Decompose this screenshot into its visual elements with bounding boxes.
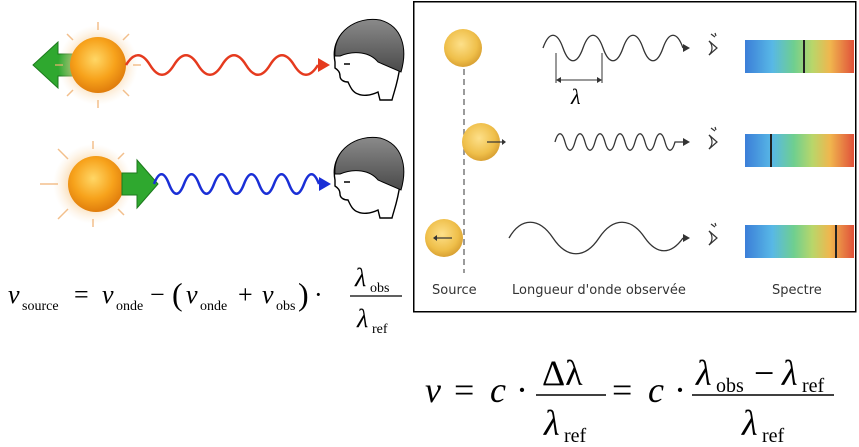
formula-var: v <box>262 280 274 309</box>
lambda-label: λ <box>570 84 581 109</box>
spectrum-bar <box>745 40 854 73</box>
eye-icon <box>708 222 718 246</box>
blueshift-wave <box>152 173 321 195</box>
formula-var: λ <box>695 353 712 393</box>
formula-var: v <box>102 280 114 309</box>
observer-head-icon <box>333 18 405 101</box>
approaching-scene <box>40 136 405 227</box>
formula-var: λ <box>741 403 758 443</box>
redshift-wave-arrowhead <box>318 58 330 72</box>
wave-stretched <box>508 221 684 255</box>
formula-var: λ <box>543 403 560 443</box>
sun-icon <box>40 141 133 227</box>
formula-op: = <box>454 370 474 410</box>
formula-main: v = c · Δλ λ ref = c · λ obs − λ ref λ r… <box>425 353 834 447</box>
formula-op: = <box>74 280 89 309</box>
formula-paren: ( <box>172 276 183 312</box>
formula-paren: ) <box>298 276 309 312</box>
formula-sub: obs <box>370 281 389 296</box>
source-ball <box>444 29 482 67</box>
formula-var: λ <box>354 263 366 292</box>
wave-reference <box>542 34 684 62</box>
formula-op: · <box>516 370 528 410</box>
formula-op: − <box>150 280 165 309</box>
formula-source: v source = v onde − ( v onde + v obs ) ·… <box>8 263 402 337</box>
formula-var: λ <box>356 304 368 333</box>
formula-sub: ref <box>762 425 785 447</box>
spectrum-bar <box>745 225 854 258</box>
formula-sub: ref <box>564 425 587 447</box>
formula-sub: source <box>22 299 59 314</box>
row-approaching <box>462 123 854 167</box>
formula-var: c <box>648 370 664 410</box>
formula-sub: onde <box>200 299 227 314</box>
receding-scene <box>32 18 405 108</box>
formula-sub: obs <box>276 299 295 314</box>
eye-icon <box>708 126 718 150</box>
formula-var: v <box>186 280 198 309</box>
spectrum-bar <box>745 134 854 167</box>
blueshift-wave-arrowhead <box>319 177 331 191</box>
doppler-panel: λ <box>413 1 857 313</box>
formula-op: · <box>674 370 686 410</box>
formula-sub: ref <box>372 322 388 337</box>
formula-var: λ <box>781 353 798 393</box>
source-ball <box>462 123 500 161</box>
formula-sub: obs <box>716 375 744 397</box>
formula-op: − <box>754 353 774 393</box>
formula-op: · <box>314 280 323 309</box>
caption-spectrum: Spectre <box>772 283 822 298</box>
eye-icon <box>708 32 718 56</box>
caption-wavelength: Longueur d'onde observée <box>512 283 686 298</box>
redshift-wave <box>124 54 320 76</box>
formula-num: Δλ <box>542 353 583 393</box>
doppler-illustrations <box>32 18 405 227</box>
formula-var: v <box>8 280 20 309</box>
sun-icon <box>55 22 141 108</box>
wave-compressed <box>554 133 683 151</box>
formula-sub: onde <box>116 299 143 314</box>
caption-source: Source <box>432 283 477 298</box>
formula-sub: ref <box>802 375 825 397</box>
formula-op: + <box>238 280 253 309</box>
formula-op: = <box>612 370 632 410</box>
row-stationary: λ <box>444 29 854 109</box>
formula-var: v <box>425 370 441 410</box>
observer-head-icon <box>333 136 405 219</box>
formula-var: c <box>490 370 506 410</box>
row-receding <box>425 219 854 258</box>
green-arrow-icon <box>121 158 159 210</box>
